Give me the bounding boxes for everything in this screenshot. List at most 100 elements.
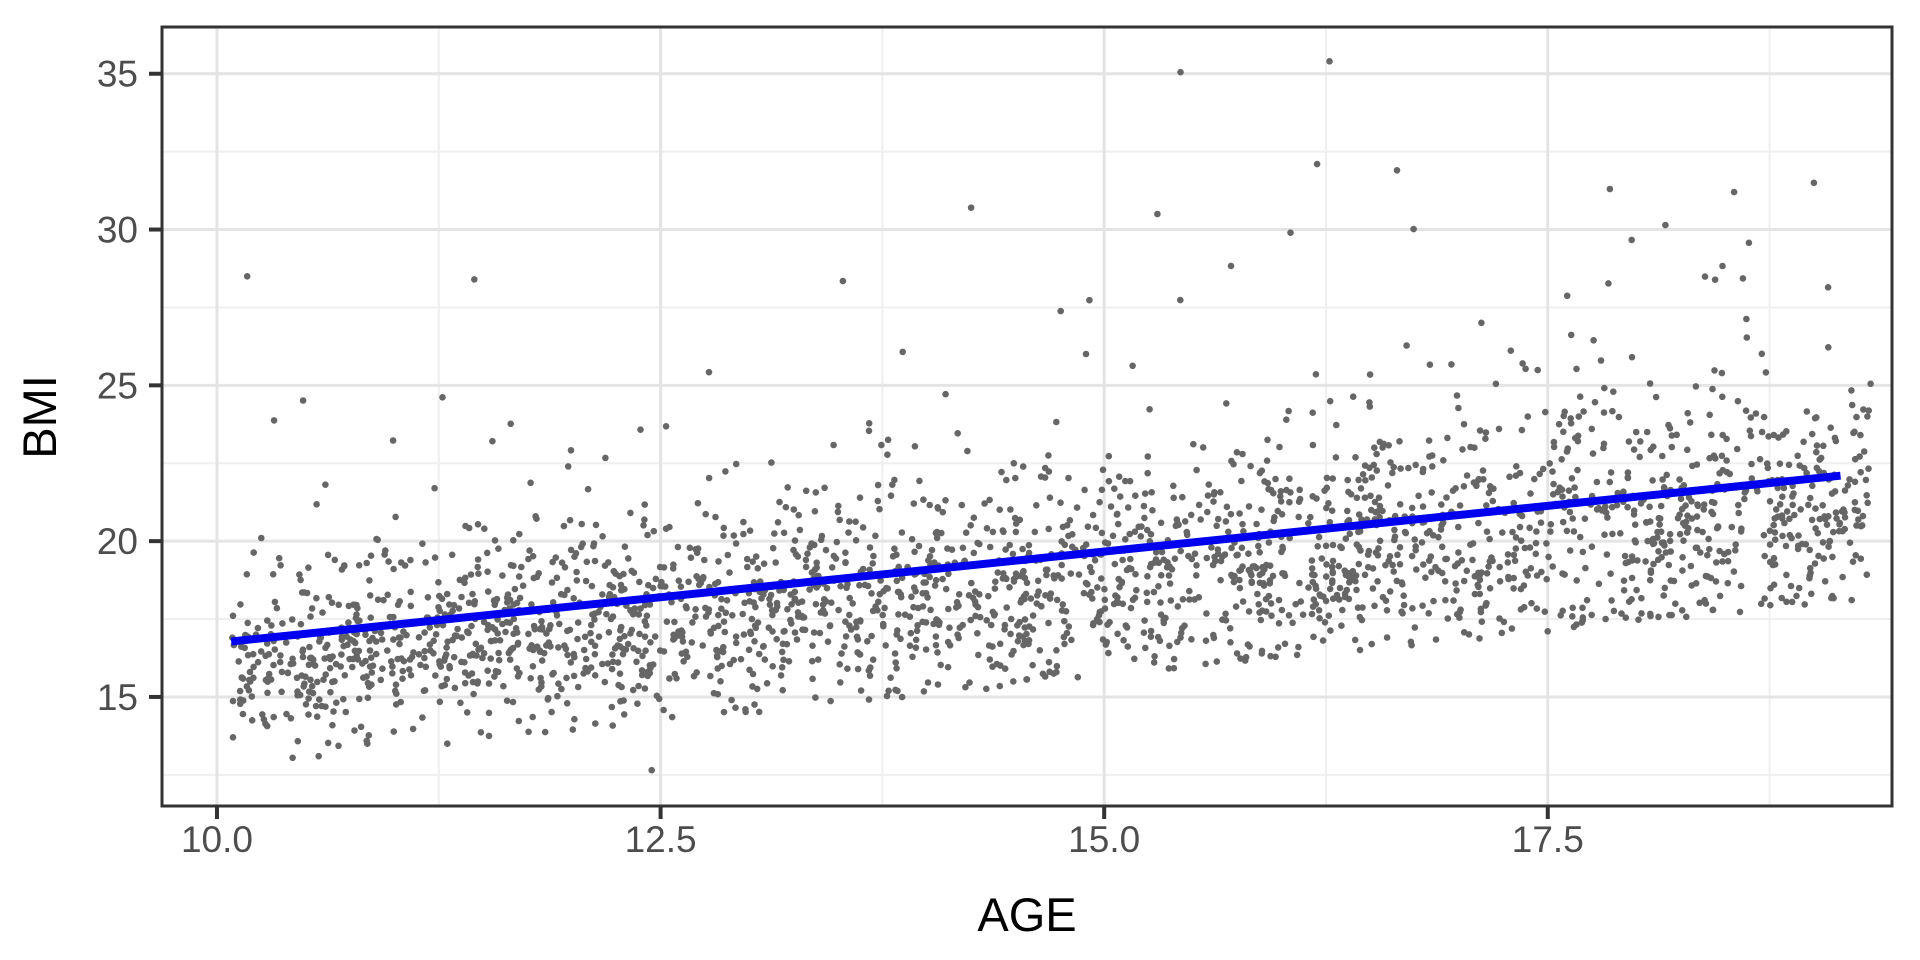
- data-point: [457, 699, 464, 707]
- data-point: [781, 627, 788, 635]
- data-point: [910, 603, 917, 611]
- data-point: [538, 618, 545, 625]
- data-point: [1012, 528, 1020, 536]
- data-point: [1455, 404, 1462, 412]
- y-tick-label: 15: [97, 677, 138, 718]
- data-point: [1157, 572, 1165, 579]
- data-point: [1157, 599, 1164, 606]
- data-point: [1865, 407, 1872, 414]
- data-point: [631, 605, 638, 612]
- data-point: [335, 601, 343, 609]
- data-point: [1289, 619, 1296, 627]
- data-point: [1776, 501, 1784, 508]
- data-point: [587, 664, 595, 671]
- data-point: [1067, 570, 1075, 577]
- data-point: [1408, 552, 1416, 560]
- data-point: [925, 557, 932, 564]
- data-point: [591, 642, 599, 650]
- data-point: [1576, 533, 1584, 541]
- data-point: [492, 667, 500, 675]
- data-point: [1764, 464, 1772, 472]
- data-point: [1709, 385, 1716, 393]
- data-point: [491, 537, 499, 544]
- data-point: [519, 582, 527, 589]
- data-point: [353, 601, 360, 609]
- data-point: [1610, 607, 1618, 615]
- data-point: [1702, 572, 1710, 580]
- data-point: [574, 619, 582, 626]
- data-point: [1061, 541, 1069, 549]
- data-point: [919, 603, 927, 610]
- data-point: [1573, 365, 1580, 373]
- data-point: [748, 615, 756, 623]
- data-point: [802, 556, 810, 564]
- panel-border: [160, 25, 1894, 808]
- data-point: [340, 562, 348, 570]
- data-point: [1496, 615, 1503, 622]
- data-point: [732, 704, 739, 711]
- data-point: [1728, 523, 1736, 531]
- data-point: [1655, 548, 1662, 555]
- data-point: [967, 616, 974, 624]
- data-point: [769, 611, 776, 619]
- data-point: [1212, 557, 1219, 565]
- data-point: [1297, 598, 1305, 605]
- data-point: [407, 672, 415, 679]
- data-point: [1065, 623, 1073, 630]
- data-point: [271, 598, 279, 606]
- data-point: [1275, 620, 1283, 627]
- data-point: [920, 688, 928, 695]
- data-point: [1011, 514, 1019, 522]
- data-point: [838, 650, 845, 657]
- data-point: [1588, 425, 1596, 433]
- data-point: [582, 655, 590, 663]
- data-point: [365, 732, 373, 739]
- data-point: [1144, 469, 1151, 477]
- data-point: [1344, 476, 1351, 484]
- data-point: [437, 663, 445, 670]
- data-point: [1496, 563, 1503, 571]
- data-point: [1718, 369, 1726, 377]
- data-point: [397, 698, 405, 706]
- data-point: [844, 665, 851, 672]
- data-point: [1034, 577, 1042, 585]
- data-point: [1163, 564, 1171, 571]
- data-point: [324, 739, 332, 747]
- data-point: [1805, 501, 1812, 509]
- data-point: [1807, 569, 1814, 577]
- data-point: [357, 723, 365, 731]
- data-point: [894, 627, 901, 634]
- data-point: [1277, 493, 1284, 500]
- data-point: [974, 603, 982, 611]
- data-point: [705, 368, 713, 376]
- data-point: [645, 581, 652, 589]
- x-tick-label: 10.0: [181, 819, 253, 860]
- x-axis-ticks: 10.0 12.5 15.0 17.5: [181, 807, 1584, 860]
- data-point: [421, 654, 428, 662]
- data-point: [1326, 585, 1334, 593]
- data-point: [443, 590, 451, 598]
- data-point: [732, 540, 740, 547]
- data-point: [1786, 515, 1793, 523]
- data-point: [1336, 584, 1344, 592]
- data-point: [426, 641, 434, 648]
- data-point: [1752, 410, 1760, 417]
- data-point: [1573, 577, 1580, 584]
- data-point: [390, 636, 397, 643]
- data-point: [305, 564, 312, 571]
- data-point: [567, 659, 575, 666]
- data-point: [1031, 528, 1039, 536]
- data-point: [299, 653, 307, 661]
- data-point: [1430, 597, 1437, 605]
- data-point: [845, 529, 852, 536]
- data-point: [621, 543, 629, 550]
- data-point: [852, 518, 859, 525]
- data-point: [844, 580, 851, 588]
- data-point: [592, 521, 600, 529]
- data-point: [634, 647, 642, 655]
- data-point: [468, 622, 475, 630]
- data-point: [944, 638, 952, 646]
- data-point: [934, 505, 942, 512]
- data-point: [884, 436, 892, 444]
- data-point: [1386, 588, 1394, 595]
